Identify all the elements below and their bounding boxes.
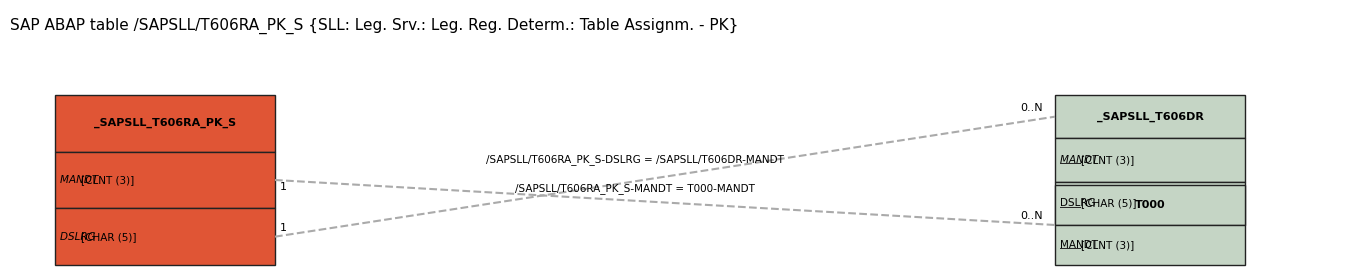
Text: _SAPSLL_T606RA_PK_S: _SAPSLL_T606RA_PK_S <box>93 118 235 128</box>
Text: T000: T000 <box>1135 200 1165 210</box>
Bar <box>55 95 275 152</box>
Text: [CLNT (3)]: [CLNT (3)] <box>1081 155 1135 165</box>
Text: _SAPSLL_T606DR: _SAPSLL_T606DR <box>1096 112 1203 122</box>
Text: /SAPSLL/T606RA_PK_S-MANDT = T000-MANDT: /SAPSLL/T606RA_PK_S-MANDT = T000-MANDT <box>515 183 755 195</box>
Text: /SAPSLL/T606RA_PK_S-DSLRG = /SAPSLL/T606DR-MANDT: /SAPSLL/T606RA_PK_S-DSLRG = /SAPSLL/T606… <box>486 154 783 165</box>
Bar <box>1055 95 1245 138</box>
Bar <box>1055 225 1245 265</box>
Bar <box>1055 185 1245 225</box>
Text: [CLNT (3)]: [CLNT (3)] <box>81 175 135 185</box>
Bar <box>55 152 275 208</box>
Text: DSLRG: DSLRG <box>1059 198 1099 208</box>
Bar <box>1055 182 1245 225</box>
Text: [CHAR (5)]: [CHAR (5)] <box>81 232 137 242</box>
Text: 1: 1 <box>280 182 287 192</box>
Text: 0..N: 0..N <box>1020 103 1043 113</box>
Bar <box>1055 138 1245 182</box>
Text: MANDT: MANDT <box>1059 155 1101 165</box>
Text: MANDT: MANDT <box>1059 240 1101 250</box>
Text: DSLRG: DSLRG <box>60 232 99 242</box>
Text: 1: 1 <box>280 223 287 233</box>
Text: 0..N: 0..N <box>1020 211 1043 221</box>
Text: [CLNT (3)]: [CLNT (3)] <box>1081 240 1135 250</box>
Text: [CHAR (5)]: [CHAR (5)] <box>1081 198 1137 208</box>
Text: MANDT: MANDT <box>60 175 101 185</box>
Text: SAP ABAP table /SAPSLL/T606RA_PK_S {SLL: Leg. Srv.: Leg. Reg. Determ.: Table Ass: SAP ABAP table /SAPSLL/T606RA_PK_S {SLL:… <box>9 18 739 34</box>
Bar <box>55 208 275 265</box>
